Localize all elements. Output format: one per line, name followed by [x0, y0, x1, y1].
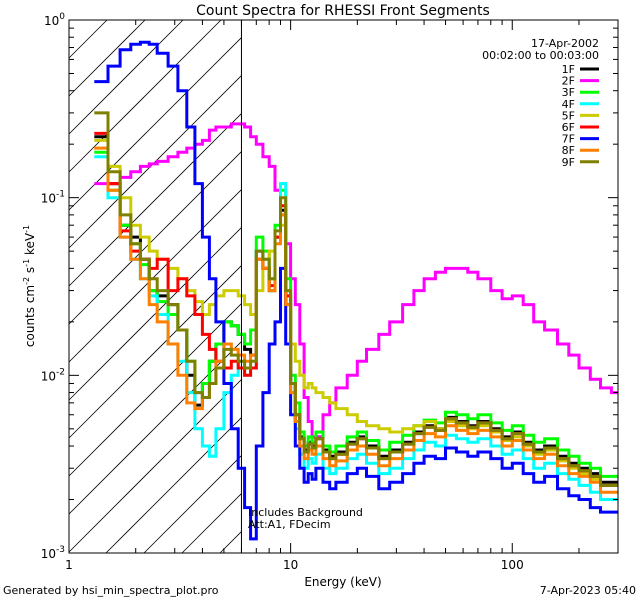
legend-label-7F: 7F — [562, 133, 575, 146]
attenuator-hatched-region — [68, 19, 242, 554]
legend-label-8F: 8F — [562, 144, 575, 157]
y-tick-label: 100 — [44, 12, 65, 28]
legend-label-2F: 2F — [562, 75, 575, 88]
series-2F-line — [94, 122, 618, 439]
y-tick-labels: 100 10-1 10-2 10-3 — [41, 12, 66, 561]
generator-text: Generated by hsi_min_spectra_plot.pro — [3, 584, 219, 597]
hatch-line — [68, 227, 242, 401]
series-9F-line — [94, 111, 618, 487]
x-axis-label: Energy (keV) — [304, 575, 381, 589]
hatch-line — [68, 19, 108, 59]
series-8F-line — [94, 146, 618, 494]
legend-label-3F: 3F — [562, 86, 575, 99]
timestamp-text: 7-Apr-2023 05:40 — [540, 584, 636, 597]
x-tick-label: 10 — [283, 558, 298, 572]
hatch-line — [105, 417, 242, 554]
annotation-attenuator: Att:A1, FDecim — [248, 518, 331, 531]
series-4F-line — [94, 155, 618, 501]
y-tick-label: 10-3 — [41, 545, 65, 561]
hatch-line — [68, 265, 242, 439]
y-axis-ticks — [69, 19, 618, 554]
legend-label-1F: 1F — [562, 63, 575, 76]
x-tick-label: 100 — [501, 558, 524, 572]
observation-time-range: 00:02:00 to 00:03:00 — [482, 49, 599, 62]
x-tick-labels: 1 10 100 — [65, 558, 524, 572]
observation-date: 17-Apr-2002 — [531, 37, 599, 50]
hatch-line — [68, 37, 242, 211]
legend-label-4F: 4F — [562, 98, 575, 111]
chart-title: Count Spectra for RHESSI Front Segments — [196, 3, 490, 19]
legend-label-5F: 5F — [562, 109, 575, 122]
legend-label-9F: 9F — [562, 156, 575, 169]
series-7F-line — [94, 40, 618, 541]
y-axis-label: counts cm-2 s-1 keV-1 — [22, 225, 37, 347]
hatch-line — [219, 531, 242, 554]
hatch-line — [181, 493, 242, 554]
x-axis-ticks — [68, 20, 619, 553]
series-1F-line — [94, 135, 618, 484]
hatch-line — [68, 113, 242, 287]
hatch-line — [68, 151, 242, 325]
x-tick-label: 1 — [65, 558, 73, 572]
hatch-line — [68, 379, 242, 553]
y-tick-label: 10-2 — [41, 367, 65, 383]
hatch-line — [68, 75, 242, 249]
y-tick-label: 10-1 — [41, 190, 65, 206]
hatch-line — [143, 455, 242, 554]
hatch-line — [68, 189, 242, 363]
legend-label-6F: 6F — [562, 121, 575, 134]
hatch-line — [68, 19, 146, 97]
annotation-background: Includes Background — [248, 506, 363, 519]
hatch-line — [68, 303, 242, 477]
series-layer — [94, 40, 618, 541]
plot-frame — [68, 19, 619, 554]
hatch-line — [68, 341, 242, 515]
hatch-line — [68, 19, 184, 135]
series-3F-line — [94, 150, 618, 478]
